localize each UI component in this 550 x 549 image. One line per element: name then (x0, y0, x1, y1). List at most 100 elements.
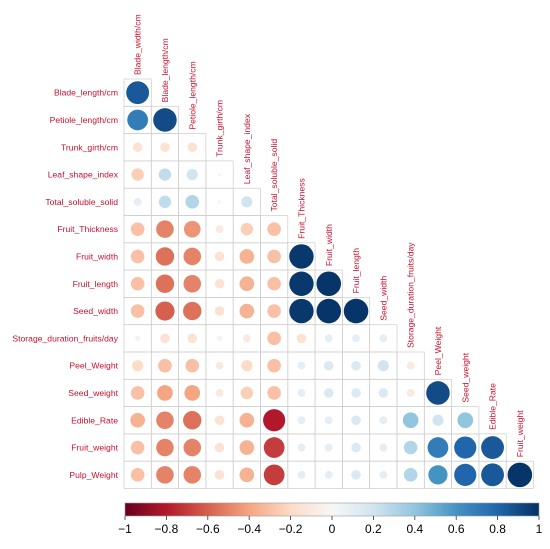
correlation-circle (134, 335, 141, 342)
correlation-circle (316, 271, 342, 297)
column-label: Edible_Rate (488, 383, 498, 430)
correlation-circle (130, 386, 145, 400)
colorbar-ticks: −1 −0.8 −0.6 −0.4 −0.2 0 0.2 0.4 0.6 0.8 1 (118, 516, 543, 536)
row-label: Seed_weight (68, 388, 118, 398)
row-label: Fruit_width (76, 251, 118, 261)
correlation-circle (214, 442, 225, 453)
row-label: Blade_length/cm (54, 88, 118, 98)
correlation-circle (157, 385, 173, 401)
correlation-circle (216, 335, 223, 342)
correlation-cells (123, 78, 534, 489)
row-label: Pulp_Weight (69, 470, 118, 480)
colorbar: −1 −0.8 −0.6 −0.4 −0.2 0 0.2 0.4 0.6 0.8 1 (118, 502, 543, 536)
correlation-circle (297, 443, 306, 452)
correlation-circle (432, 414, 444, 426)
row-labels: Blade_length/cm Petiole_length/cm Trunk_gi… (12, 88, 118, 480)
row-label: Peel_Weight (69, 361, 118, 371)
colorbar-tick-label: 0 (329, 522, 336, 536)
row-label: Fruit_length (73, 279, 119, 289)
correlation-circle (403, 440, 418, 455)
row-label: Total_soluble_solid (45, 197, 118, 207)
column-label: Seed_weight (460, 352, 470, 402)
correlation-circle (133, 197, 142, 206)
correlation-circle (263, 409, 286, 432)
row-label: Fruit_Thickness (57, 224, 118, 234)
correlation-circle (132, 142, 143, 153)
correlation-circle (267, 276, 281, 291)
correlation-circle (156, 220, 174, 238)
correlation-circle (263, 464, 285, 486)
correlation-circle (130, 276, 145, 291)
correlation-circle (215, 389, 224, 397)
correlation-circle (316, 298, 342, 324)
column-label: Total_soluble_solid (269, 139, 279, 212)
correlation-circle (428, 465, 448, 485)
correlation-circle (323, 360, 334, 371)
grid-cell (505, 460, 534, 489)
correlation-circle (130, 412, 145, 428)
correlation-circle (507, 462, 533, 488)
correlation-circle (351, 360, 361, 371)
correlation-circle (454, 463, 477, 486)
correlation-circle (131, 168, 144, 181)
correlation-circle (379, 416, 388, 425)
row-label: Leaf_shape_index (48, 170, 119, 180)
row-label: Storage_duration_fruits/day (12, 333, 118, 343)
correlation-circle (324, 470, 333, 479)
correlation-circle (481, 463, 504, 487)
correlation-circle (323, 388, 334, 398)
correlation-circle (183, 247, 202, 266)
correlation-circle (130, 440, 145, 455)
correlation-circle (130, 468, 145, 482)
correlation-circle (132, 360, 144, 372)
colorbar-tick-label: −0.2 (279, 522, 303, 536)
correlation-circle (156, 438, 174, 457)
correlation-circle (267, 358, 281, 373)
correlation-circle (481, 436, 504, 459)
correlation-circle (351, 442, 361, 453)
correlation-circle (214, 306, 225, 316)
colorbar-tick-label: 0.8 (489, 522, 506, 536)
correlation-circle (378, 388, 389, 398)
correlation-circle (183, 438, 202, 457)
correlation-circle (127, 109, 149, 131)
correlation-circle (379, 443, 388, 452)
correlation-circle (402, 412, 419, 429)
colorbar-tick-label: −0.6 (196, 522, 220, 536)
column-label: Fruit_weight (515, 410, 525, 457)
correlation-circle (126, 81, 150, 105)
correlation-circle (214, 278, 225, 289)
correlation-circle (155, 301, 175, 321)
colorbar-tick-label: −0.4 (237, 522, 261, 536)
colorbar-gradient (124, 502, 540, 517)
correlation-circle (324, 416, 333, 425)
correlation-circle (215, 361, 224, 370)
correlation-circle (289, 298, 314, 324)
correlation-circle (184, 385, 201, 401)
column-label: Peel_Weight (433, 326, 443, 375)
correlation-circle (155, 247, 175, 266)
correlation-circle (263, 437, 285, 458)
correlation-circle (239, 249, 255, 264)
correlation-circle (130, 222, 145, 236)
correlation-circle (239, 303, 255, 319)
column-label: Leaf_shape_index (242, 113, 252, 184)
colorbar-tick-label: 0.2 (365, 522, 382, 536)
row-label: Fruit_weight (71, 443, 118, 453)
correlation-circle (241, 196, 253, 208)
correlation-circle (187, 333, 198, 344)
correlation-circle (183, 466, 202, 484)
correlation-circle (267, 386, 281, 400)
correlation-circle (214, 470, 225, 480)
correlation-circle (351, 388, 361, 398)
colorbar-tick-label: −1 (118, 522, 132, 536)
correlation-circle (403, 468, 418, 482)
correlation-circle (158, 358, 172, 373)
correlation-circle (427, 437, 449, 458)
correlation-circle (239, 276, 255, 292)
correlation-circle (324, 443, 333, 452)
colorbar-tick-label: 0.6 (448, 522, 465, 536)
row-label: Trunk_girth/cm (61, 142, 118, 152)
correlation-circle (185, 195, 200, 209)
